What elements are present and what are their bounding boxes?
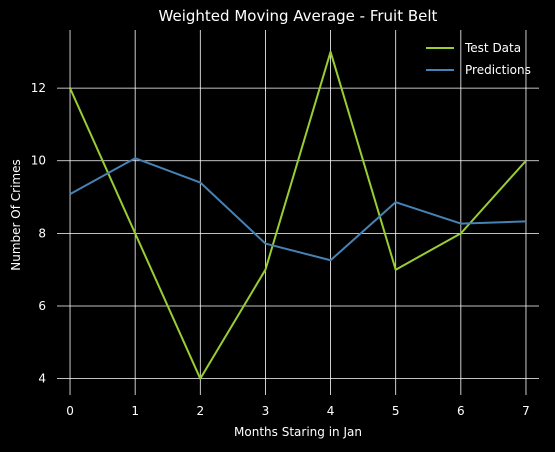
x-tick-label: 4 (327, 404, 335, 418)
grid-lines (57, 30, 539, 395)
x-tick-label: 0 (66, 404, 74, 418)
x-axis-label: Months Staring in Jan (234, 425, 362, 439)
legend-entry: Predictions (465, 63, 531, 77)
y-tick-label: 4 (38, 372, 46, 386)
x-tick-label: 7 (522, 404, 530, 418)
y-tick-labels: 4 6 8 10 12 (31, 81, 46, 386)
y-tick-label: 8 (38, 226, 46, 240)
y-tick-label: 6 (38, 299, 46, 313)
y-tick-label: 10 (31, 154, 46, 168)
x-tick-label: 3 (262, 404, 270, 418)
x-tick-label: 5 (392, 404, 400, 418)
series-line-test-data (69, 50, 527, 380)
series-line-predictions (69, 157, 527, 262)
x-tick-label: 1 (131, 404, 139, 418)
x-tick-labels: 0 1 2 3 4 5 6 7 (66, 404, 530, 418)
x-tick-label: 2 (196, 404, 204, 418)
y-tick-label: 12 (31, 81, 46, 95)
x-tick-label: 6 (457, 404, 465, 418)
legend-entry: Test Data (464, 41, 521, 55)
legend: Test Data Predictions (426, 41, 531, 77)
y-axis-label: Number Of Crimes (9, 159, 23, 270)
chart-title: Weighted Moving Average - Fruit Belt (159, 7, 438, 25)
series-lines (69, 50, 527, 380)
